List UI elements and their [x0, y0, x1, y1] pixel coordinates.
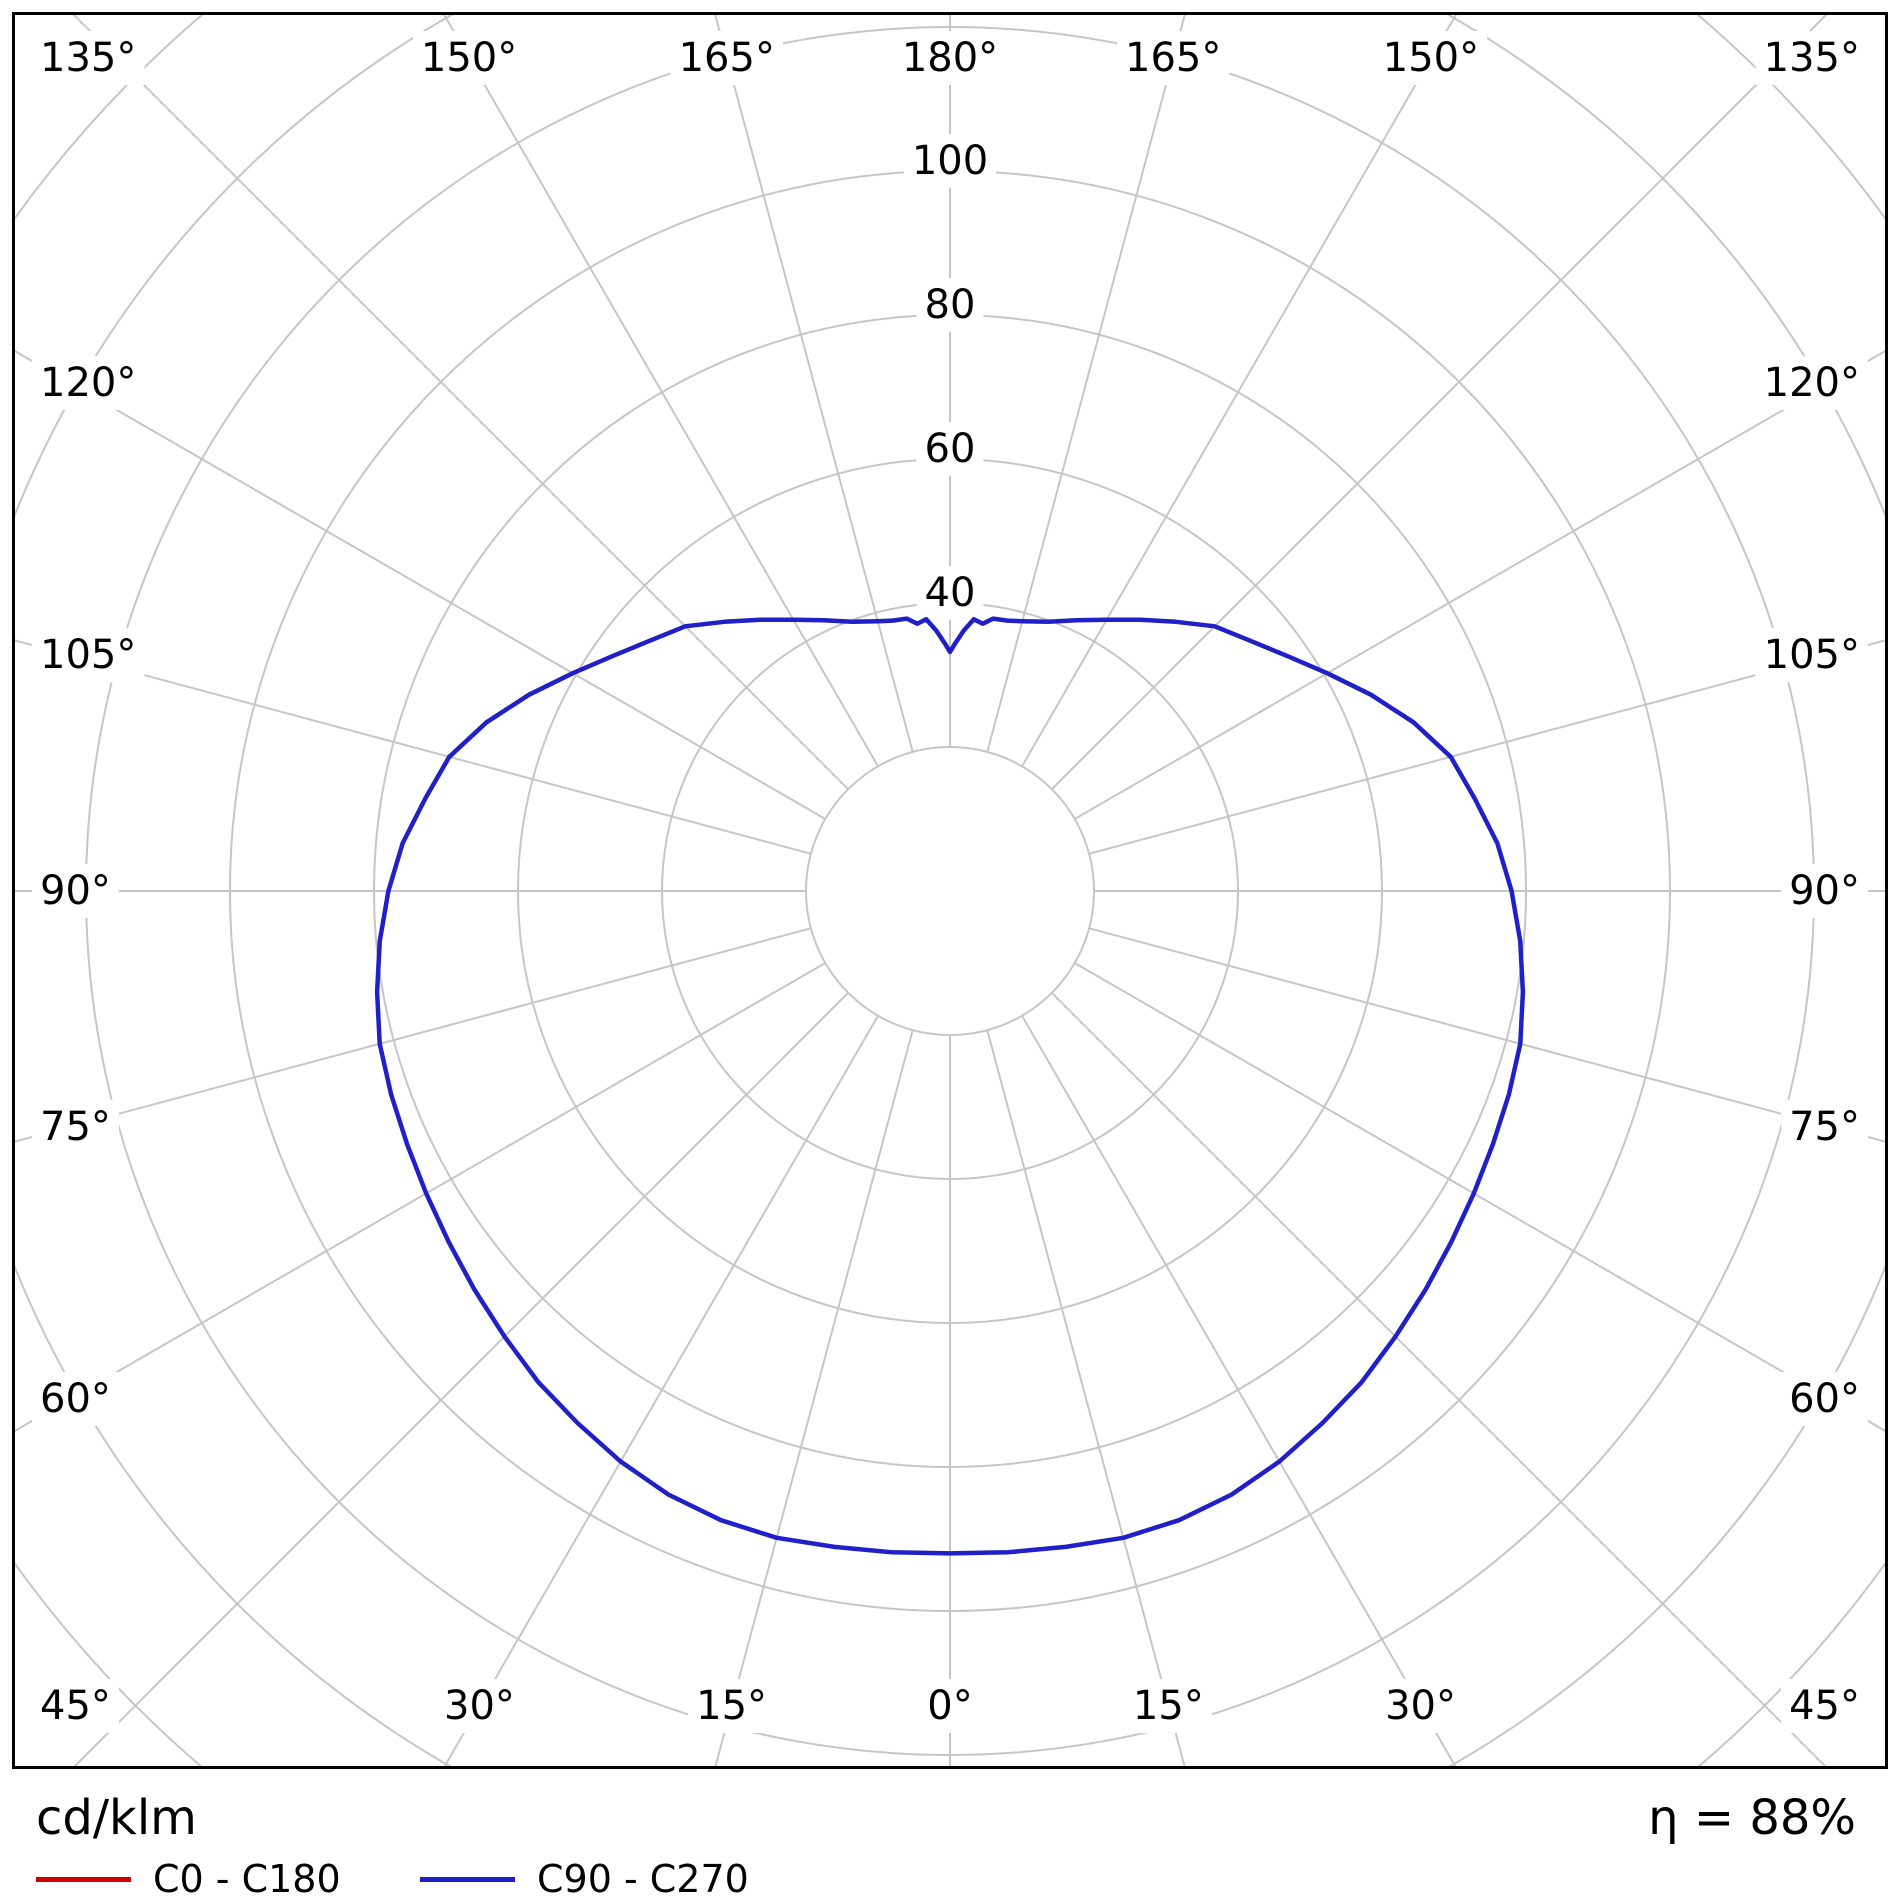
- legend: C0 - C180 C90 - C270: [0, 1856, 1900, 1900]
- angle-label-mask: [1781, 1679, 1868, 1733]
- polar-spoke: [15, 350, 826, 820]
- angle-label: 15°: [696, 1683, 767, 1729]
- polar-spoke: [714, 1029, 914, 1766]
- angle-label: 90°: [40, 868, 111, 914]
- polar-spoke: [1088, 639, 1885, 855]
- polar-spoke: [15, 962, 826, 1432]
- polar-ring: [805, 746, 1095, 1036]
- legend-item-c90-c270: C90 - C270: [420, 1856, 749, 1900]
- radial-tick-label-mask: [916, 422, 984, 476]
- radial-tick-label-mask: [916, 566, 984, 620]
- polar-spoke: [1021, 15, 1457, 767]
- polar-spoke: [73, 992, 849, 1766]
- angle-label: 135°: [1764, 35, 1860, 81]
- angle-label-mask: [412, 31, 526, 85]
- angle-label: 105°: [1764, 632, 1860, 678]
- radial-tick-label: 40: [925, 570, 976, 616]
- angle-label-mask: [32, 1099, 119, 1154]
- angle-label-mask: [1374, 31, 1488, 85]
- legend-label-c0-c180: C0 - C180: [153, 1857, 341, 1900]
- polar-spoke: [986, 1029, 1186, 1766]
- legend-swatch-c0-c180: [36, 1876, 131, 1882]
- angle-label-mask: [919, 1679, 981, 1733]
- angle-label: 75°: [40, 1104, 111, 1150]
- c90-c270-curve: [374, 616, 1526, 1556]
- angle-label-mask: [1755, 628, 1868, 683]
- angle-label-mask: [1377, 1679, 1464, 1733]
- angle-label: 180°: [902, 35, 998, 81]
- polar-spoke: [443, 1015, 879, 1766]
- angle-label: 150°: [421, 35, 517, 81]
- angle-label: 120°: [40, 360, 136, 406]
- angle-label: 150°: [1383, 35, 1479, 81]
- legend-swatch-c90-c270: [420, 1876, 515, 1882]
- angle-label-mask: [1781, 864, 1868, 918]
- radial-tick-label: 100: [912, 138, 988, 184]
- radial-tick-label: 80: [925, 282, 976, 328]
- polar-spoke: [1074, 350, 1885, 820]
- angle-label: 120°: [1764, 360, 1860, 406]
- angle-label: 135°: [40, 35, 136, 81]
- angle-label-mask: [436, 1679, 523, 1733]
- legend-item-c0-c180: C0 - C180: [36, 1856, 341, 1900]
- polar-spoke: [714, 15, 914, 753]
- radial-tick-label-mask: [916, 278, 984, 332]
- angle-label-mask: [32, 864, 119, 918]
- polar-spoke: [443, 15, 879, 767]
- angle-label: 15°: [1133, 1683, 1204, 1729]
- polar-spoke: [1051, 992, 1827, 1766]
- angle-label: 30°: [1385, 1683, 1456, 1729]
- angle-label-mask: [1755, 31, 1868, 85]
- polar-spoke: [1074, 962, 1885, 1432]
- polar-spoke: [1088, 927, 1885, 1143]
- unit-label: cd/klm: [36, 1790, 197, 1846]
- angle-label: 45°: [1789, 1683, 1860, 1729]
- polar-spoke: [1051, 15, 1828, 790]
- polar-spoke: [986, 15, 1186, 753]
- angle-label: 75°: [1789, 1104, 1860, 1150]
- angle-label-mask: [1781, 1372, 1868, 1427]
- angle-label: 105°: [40, 632, 136, 678]
- efficiency-label: η = 88%: [1648, 1790, 1856, 1846]
- angle-label-mask: [893, 31, 1007, 85]
- polar-spoke: [15, 639, 812, 855]
- angle-label-mask: [1117, 31, 1230, 85]
- angle-label-mask: [32, 1679, 119, 1733]
- radial-tick-label-mask: [903, 134, 997, 188]
- angle-label: 165°: [679, 35, 775, 81]
- angle-label: 90°: [1789, 868, 1860, 914]
- angle-label-mask: [688, 1679, 776, 1733]
- radial-tick-label: 60: [925, 426, 976, 472]
- angle-label-mask: [670, 31, 783, 85]
- angle-label-mask: [32, 31, 145, 85]
- polar-spoke: [1021, 1015, 1457, 1766]
- angle-label-mask: [32, 355, 145, 410]
- angle-label: 45°: [40, 1683, 111, 1729]
- angle-label: 60°: [1789, 1376, 1860, 1422]
- angle-label-mask: [1755, 355, 1868, 410]
- angle-label: 30°: [444, 1683, 515, 1729]
- angle-label-mask: [32, 628, 145, 683]
- angle-label: 0°: [927, 1683, 972, 1729]
- angle-label-mask: [1124, 1679, 1212, 1733]
- angle-label: 60°: [40, 1376, 111, 1422]
- angle-label-mask: [32, 1372, 119, 1427]
- angle-label-mask: [1781, 1099, 1868, 1154]
- legend-label-c90-c270: C90 - C270: [537, 1857, 749, 1900]
- angle-label: 165°: [1125, 35, 1221, 81]
- polar-spoke: [72, 15, 849, 790]
- polar-spoke: [15, 927, 812, 1143]
- diagram-frame: [12, 12, 1888, 1769]
